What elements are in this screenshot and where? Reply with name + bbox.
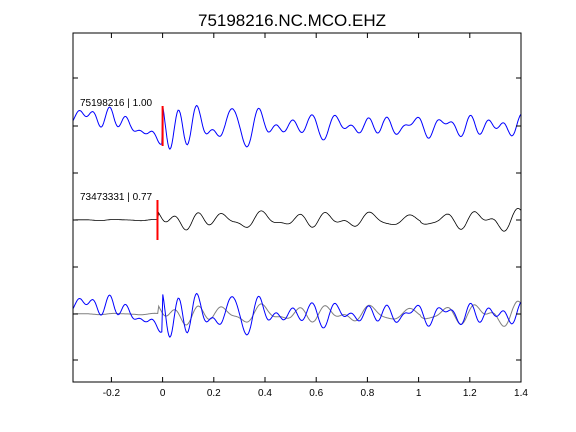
- plot-frame: [72, 32, 522, 383]
- x-tick-label-3: 0.4: [258, 388, 272, 399]
- trace-label-1: 73473331 | 0.77: [80, 192, 153, 203]
- x-tick-label-8: 1.4: [514, 388, 528, 399]
- trace-label-0: 75198216 | 1.00: [80, 98, 153, 109]
- y-axis: [73, 77, 521, 361]
- traces-layer: [72, 104, 522, 338]
- x-tick-label-6: 1: [416, 388, 422, 399]
- pick-markers: [156, 106, 164, 240]
- x-tick-label-0: -0.2: [103, 388, 121, 399]
- chart-title: 75198216.NC.MCO.EHZ: [198, 11, 386, 30]
- x-tick-label-5: 0.8: [360, 388, 374, 399]
- trace-0-line: [72, 104, 522, 150]
- overlay-blue-line: [72, 292, 522, 338]
- x-tick-label-4: 0.6: [309, 388, 323, 399]
- x-tick-label-1: 0: [160, 388, 166, 399]
- x-axis: -0.2 0 0.2 0.4 0.6 0.8 1 1.2 1.4: [103, 33, 528, 399]
- overlay-gray-line: [73, 300, 522, 327]
- x-tick-label-7: 1.2: [463, 388, 477, 399]
- trace-labels: 75198216 | 1.00 73473331 | 0.77: [80, 98, 153, 203]
- trace-1-line: [73, 207, 522, 232]
- x-tick-label-2: 0.2: [207, 388, 221, 399]
